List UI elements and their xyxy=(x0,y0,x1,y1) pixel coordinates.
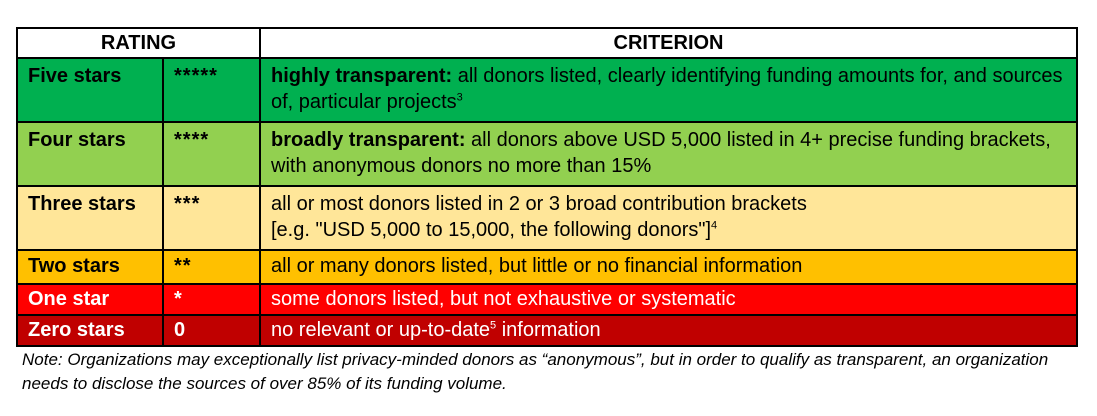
rating-stars: 0 xyxy=(162,314,261,347)
rating-stars: * xyxy=(162,283,261,316)
criterion-bold: highly transparent: xyxy=(271,65,453,87)
rating-stars: **** xyxy=(162,121,261,187)
criterion-text-line1: all or most donors listed in 2 or 3 broa… xyxy=(271,193,807,215)
rating-label: One star xyxy=(16,283,164,316)
rating-label: Four stars xyxy=(16,121,164,187)
footnote-ref[interactable]: 5 xyxy=(490,319,497,332)
criterion-text-end: information xyxy=(496,319,601,341)
rating-stars: *** xyxy=(162,185,261,251)
table-row: Two stars ** all or many donors listed, … xyxy=(16,249,1078,285)
table-row: Zero stars 0 no relevant or up-to-date5 … xyxy=(16,314,1078,347)
table-row: Five stars ***** highly transparent: all… xyxy=(16,57,1078,123)
footnote-ref[interactable]: 4 xyxy=(711,219,718,232)
rating-criterion: broadly transparent: all donors above US… xyxy=(259,121,1078,187)
rating-label: Five stars xyxy=(16,57,164,123)
rating-criterion: some donors listed, but not exhaustive o… xyxy=(259,283,1078,316)
table-header-row: RATING CRITERION xyxy=(16,27,1078,59)
rating-header: RATING xyxy=(16,27,261,59)
criterion-text-line2: [e.g. "USD 5,000 to 15,000, the followin… xyxy=(271,219,712,241)
rating-label: Three stars xyxy=(16,185,164,251)
rating-stars: ***** xyxy=(162,57,261,123)
criterion-text: all donors listed, clearly identifying f… xyxy=(271,65,1063,113)
criterion-text: all donors above USD 5,000 listed in 4+ … xyxy=(271,129,1051,177)
footnote-ref[interactable]: 3 xyxy=(456,91,463,104)
rating-criterion: highly transparent: all donors listed, c… xyxy=(259,57,1078,123)
rating-label: Two stars xyxy=(16,249,164,285)
rating-stars: ** xyxy=(162,249,261,285)
criterion-text: no relevant or up-to-date xyxy=(271,319,491,341)
rating-criterion: no relevant or up-to-date5 information xyxy=(259,314,1078,347)
criterion-bold: broadly transparent: xyxy=(271,129,466,151)
rating-criterion: all or many donors listed, but little or… xyxy=(259,249,1078,285)
table-row: Four stars **** broadly transparent: all… xyxy=(16,121,1078,187)
criterion-header: CRITERION xyxy=(259,27,1078,59)
table-row: Three stars *** all or most donors liste… xyxy=(16,185,1078,251)
rating-criterion: all or most donors listed in 2 or 3 broa… xyxy=(259,185,1078,251)
rating-table: RATING CRITERION Five stars ***** highly… xyxy=(16,27,1078,347)
rating-label: Zero stars xyxy=(16,314,164,347)
table-note: Note: Organizations may exceptionally li… xyxy=(22,350,1049,393)
table-row: One star * some donors listed, but not e… xyxy=(16,283,1078,316)
